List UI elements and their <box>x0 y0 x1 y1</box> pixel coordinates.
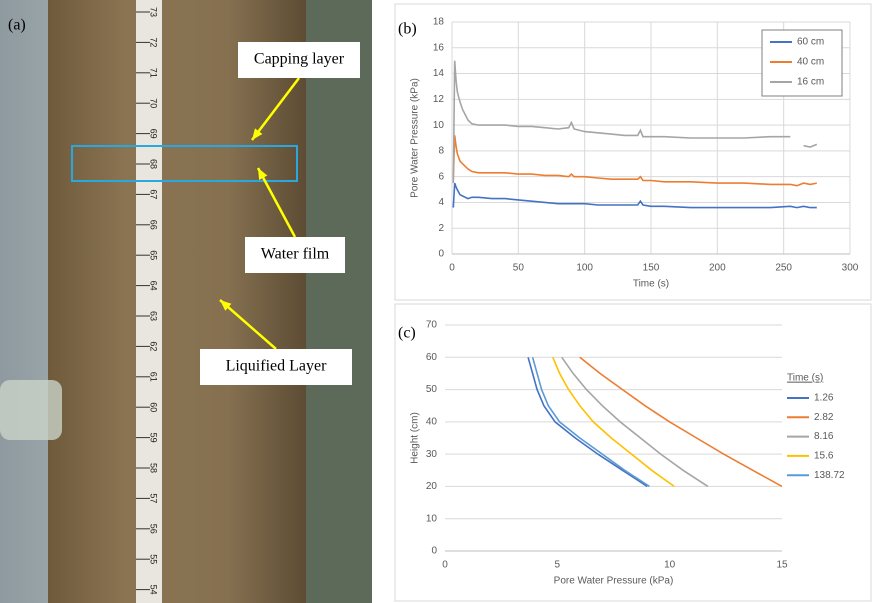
series-line <box>452 60 818 184</box>
y-tick-label: 0 <box>431 546 437 557</box>
legend-label: 15.6 <box>814 451 834 462</box>
series-line <box>579 356 783 488</box>
ruler-number: 61 <box>149 372 159 382</box>
callout-arrow <box>256 167 297 238</box>
legend-label: 2.82 <box>814 412 834 423</box>
callout-arrow <box>251 77 300 141</box>
arrow-head <box>258 168 268 180</box>
series-line <box>531 357 650 488</box>
ruler-number: 73 <box>149 7 159 17</box>
y-tick-label: 0 <box>438 249 444 260</box>
x-axis-title: Time (s) <box>633 279 669 290</box>
ruler-number: 58 <box>149 463 159 473</box>
photo-panel <box>0 0 372 603</box>
x-tick-label: 250 <box>775 263 792 274</box>
y-tick-label: 6 <box>438 171 444 182</box>
y-tick-label: 50 <box>426 384 438 395</box>
y-tick-label: 16 <box>433 42 445 53</box>
legend-label: 60 cm <box>797 37 824 48</box>
y-tick-label: 18 <box>433 17 445 28</box>
y-axis-title: Height (cm) <box>410 412 421 464</box>
x-tick-label: 100 <box>576 263 593 274</box>
callout-text: Water film <box>261 246 330 263</box>
highlight-box <box>71 145 298 182</box>
series-line <box>527 357 648 488</box>
callout-arrow <box>219 299 277 350</box>
x-tick-label: 300 <box>842 263 859 274</box>
legend-label: 16 cm <box>797 77 824 88</box>
panel-label: (a) <box>8 17 26 34</box>
photo-background-right <box>300 0 372 603</box>
x-tick-label: 150 <box>643 263 660 274</box>
y-tick-label: 60 <box>426 352 438 363</box>
legend-label: 1.26 <box>814 393 834 404</box>
legend-label: 8.16 <box>814 431 834 442</box>
y-tick-label: 4 <box>438 197 444 208</box>
callout-box <box>238 42 360 78</box>
arrow-head <box>220 300 232 311</box>
x-tick-label: 50 <box>513 263 525 274</box>
ruler <box>136 0 162 603</box>
ruler-number: 64 <box>149 281 159 291</box>
callout-box <box>245 237 345 273</box>
x-tick-label: 0 <box>442 560 448 571</box>
x-axis-title: Pore Water Pressure (kPa) <box>554 576 674 587</box>
y-tick-label: 20 <box>426 481 438 492</box>
ruler-number: 56 <box>149 524 159 534</box>
ruler-number: 66 <box>149 220 159 230</box>
ruler-number: 69 <box>149 129 159 139</box>
legend-label: 138.72 <box>814 470 845 481</box>
callout-box <box>200 349 352 385</box>
arrow-head <box>252 128 263 140</box>
legend-title: Time (s) <box>787 373 823 384</box>
ruler-number: 63 <box>149 311 159 321</box>
y-tick-label: 14 <box>433 68 445 79</box>
ruler-number: 67 <box>149 189 159 199</box>
x-tick-label: 0 <box>449 263 455 274</box>
sand-column <box>48 0 306 603</box>
panel-label: (c) <box>398 325 416 342</box>
y-tick-label: 8 <box>438 146 444 157</box>
callout-text: Capping layer <box>254 51 345 68</box>
legend-label: 40 cm <box>797 57 824 68</box>
y-tick-label: 2 <box>438 223 444 234</box>
x-tick-label: 5 <box>555 560 561 571</box>
ruler-number: 62 <box>149 341 159 351</box>
ruler-number: 72 <box>149 37 159 47</box>
ruler-number: 60 <box>149 402 159 412</box>
y-tick-label: 10 <box>426 513 438 524</box>
panel-label: (b) <box>398 21 417 38</box>
y-tick-label: 12 <box>433 94 445 105</box>
ruler-number: 70 <box>149 98 159 108</box>
y-axis-title: Pore Water Pressure (kPa) <box>410 78 421 198</box>
ruler-number: 55 <box>149 554 159 564</box>
series-line <box>452 182 817 209</box>
y-tick-label: 70 <box>426 320 438 331</box>
x-tick-label: 10 <box>664 560 676 571</box>
ruler-number: 71 <box>149 68 159 78</box>
x-tick-label: 15 <box>776 560 788 571</box>
ruler-number: 54 <box>149 585 159 595</box>
y-tick-label: 30 <box>426 449 438 460</box>
ruler-number: 68 <box>149 159 159 169</box>
y-tick-label: 40 <box>426 416 438 427</box>
series-line <box>452 135 817 187</box>
x-tick-label: 200 <box>709 263 726 274</box>
ruler-number: 59 <box>149 433 159 443</box>
series-line <box>552 356 675 488</box>
ruler-number: 65 <box>149 250 159 260</box>
series-line <box>561 356 709 488</box>
y-tick-label: 10 <box>433 120 445 131</box>
chart-frame <box>394 303 872 602</box>
ruler-number: 57 <box>149 493 159 503</box>
valve <box>0 380 62 440</box>
callout-text: Liquified Layer <box>226 358 328 375</box>
